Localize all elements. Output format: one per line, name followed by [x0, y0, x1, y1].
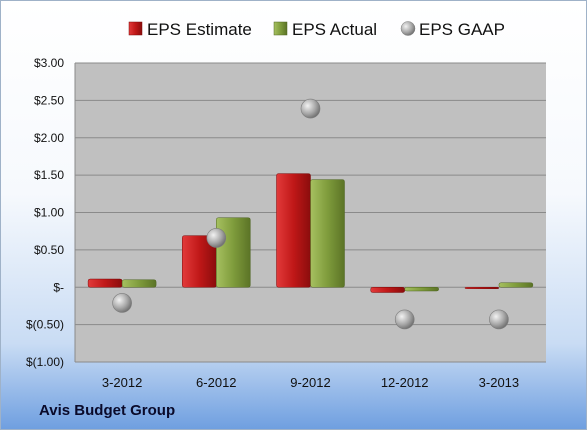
x-axis-ticks: 3-2012 6-2012 9-2012 12-2012 3-2013: [102, 375, 519, 390]
legend-estimate-label: EPS Estimate: [147, 20, 252, 39]
x-tick-label: 3-2013: [479, 375, 519, 390]
y-tick-label: $1.50: [34, 168, 64, 182]
eps-estimate-bar: [276, 173, 311, 288]
eps-actual-bar: [498, 282, 534, 288]
legend: EPS Estimate EPS Actual EPS GAAP: [128, 20, 505, 39]
x-tick-label: 12-2012: [381, 375, 429, 390]
legend-estimate-swatch: [128, 21, 143, 36]
x-tick-label: 6-2012: [196, 375, 236, 390]
y-tick-label: $3.00: [34, 56, 64, 70]
eps-actual-bar: [404, 287, 439, 292]
gaap-points: [112, 98, 509, 330]
y-tick-label: $-: [53, 280, 64, 294]
eps-actual-bar: [310, 179, 345, 288]
company-label: Avis Budget Group: [39, 402, 176, 419]
legend-gaap-label: EPS GAAP: [419, 20, 505, 39]
eps-gaap-point: [206, 228, 227, 248]
y-tick-label: $1.00: [34, 206, 64, 220]
y-tick-label: $(0.50): [26, 318, 64, 332]
eps-gaap-point: [394, 309, 415, 330]
y-tick-label: $0.50: [34, 243, 64, 257]
x-tick-label: 9-2012: [290, 375, 330, 390]
eps-estimate-bar: [87, 278, 123, 288]
eps-actual-bar: [216, 217, 251, 288]
eps-estimate-bar: [464, 287, 500, 289]
y-tick-label: $2.00: [34, 131, 64, 145]
eps-gaap-point: [300, 98, 321, 119]
bar-series: [87, 173, 534, 293]
eps-estimate-bar: [370, 287, 405, 293]
eps-gaap-point: [489, 309, 509, 330]
y-tick-label: $(1.00): [26, 355, 64, 369]
y-tick-label: $2.50: [34, 93, 64, 107]
eps-gaap-point: [112, 293, 132, 313]
legend-gaap-swatch: [400, 21, 416, 36]
y-axis-ticks: $3.00 $2.50 $2.00 $1.50 $1.00 $0.50 $- $(0.50) $…: [26, 56, 64, 369]
legend-actual-label: EPS Actual: [292, 20, 377, 39]
eps-actual-bar: [121, 279, 157, 288]
legend-actual-swatch: [273, 21, 288, 36]
x-tick-label: 3-2012: [102, 375, 142, 390]
